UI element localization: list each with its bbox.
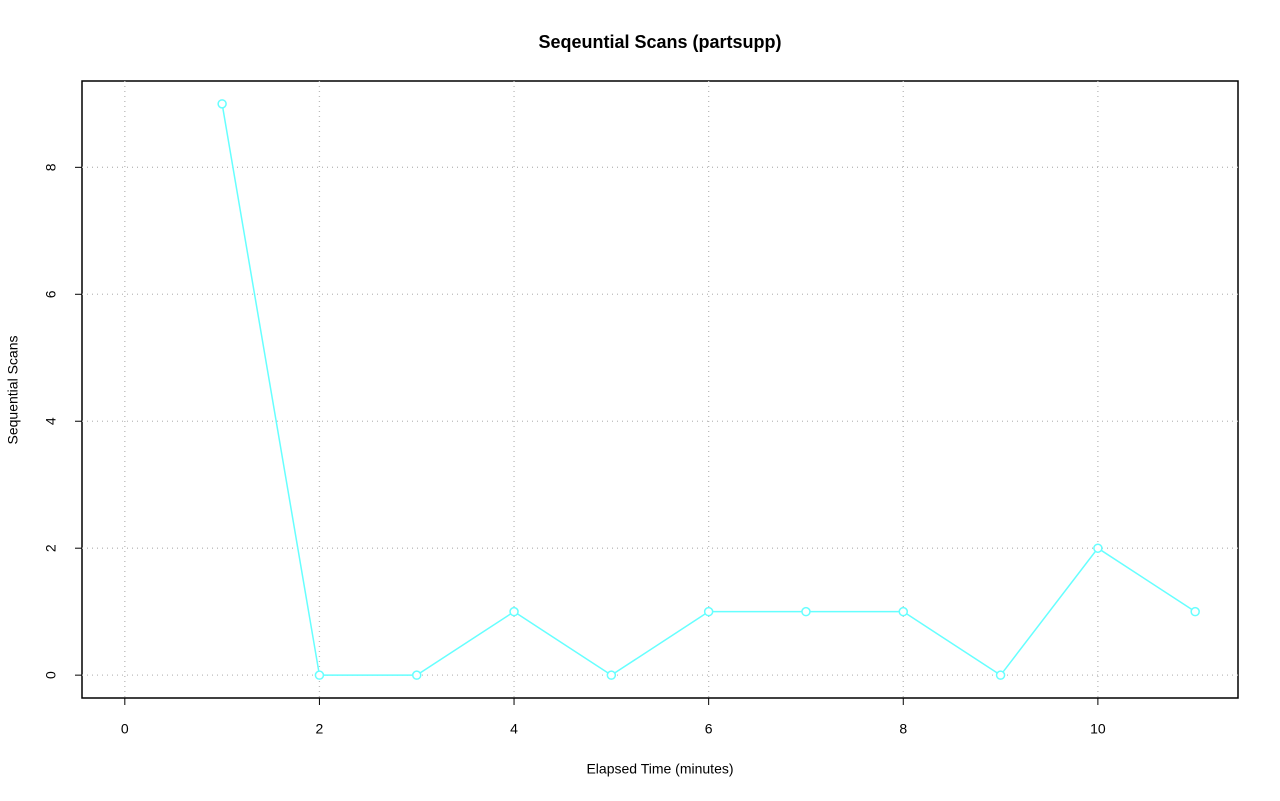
plot-box bbox=[81, 80, 1239, 699]
x-tick-label: 10 bbox=[1090, 721, 1106, 737]
data-point bbox=[801, 606, 811, 617]
data-point bbox=[1190, 606, 1200, 617]
data-point bbox=[314, 670, 325, 680]
x-tick-label: 0 bbox=[121, 721, 129, 737]
data-point bbox=[217, 99, 227, 109]
data-point bbox=[703, 606, 714, 617]
data-line bbox=[221, 103, 1196, 677]
data-point bbox=[509, 606, 519, 617]
y-axis-label: Sequential Scans bbox=[5, 336, 21, 445]
x-tick-label: 6 bbox=[705, 721, 713, 737]
x-tick-label: 2 bbox=[316, 721, 324, 737]
data-point bbox=[995, 670, 1006, 680]
y-tick-label: 8 bbox=[43, 163, 59, 171]
y-tick-label: 2 bbox=[43, 544, 59, 552]
data-point bbox=[1093, 543, 1103, 553]
data-point bbox=[606, 670, 617, 680]
x-axis-label: Elapsed Time (minutes) bbox=[586, 761, 733, 777]
x-tick-label: 4 bbox=[510, 721, 518, 737]
data-point bbox=[411, 670, 422, 680]
chart-title: Seqeuntial Scans (partsupp) bbox=[538, 32, 781, 52]
y-tick-label: 0 bbox=[43, 671, 59, 679]
x-tick-label: 8 bbox=[899, 721, 907, 737]
y-tick-label: 6 bbox=[43, 290, 59, 298]
y-tick-label: 4 bbox=[43, 417, 59, 425]
data-point bbox=[898, 606, 909, 617]
